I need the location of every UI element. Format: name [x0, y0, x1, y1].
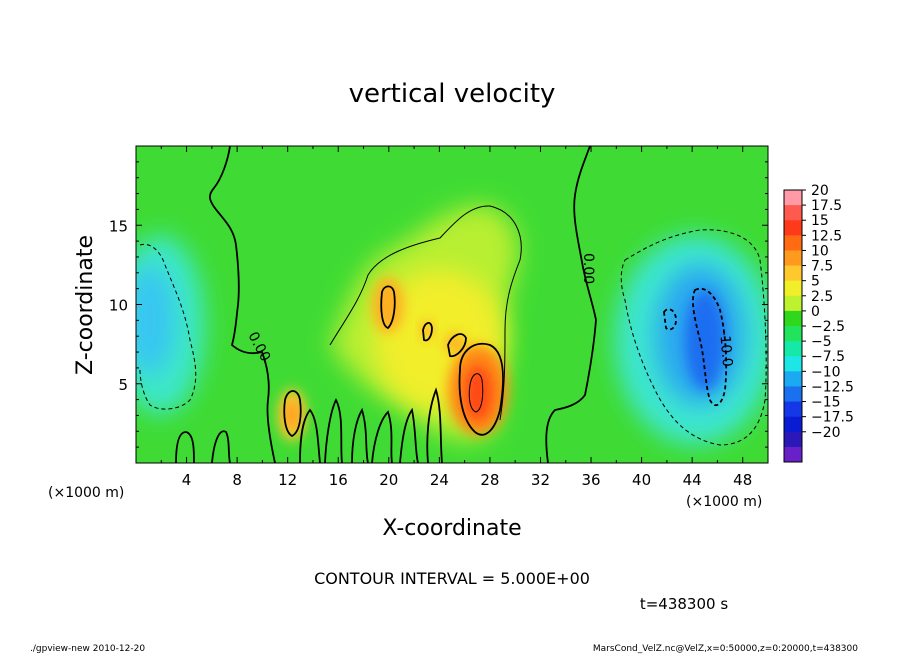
colorbar-label: 10: [811, 243, 829, 259]
colorbar-swatch: [784, 190, 802, 206]
colorbar-label: 20: [811, 183, 829, 199]
colorbar-label: 5: [811, 274, 820, 290]
field-left-blue: [136, 265, 175, 375]
y-axis-label: Z-coordinate: [73, 235, 98, 375]
colorbar-swatch: [784, 265, 802, 282]
contour-10-main: [468, 373, 484, 413]
field-updraft-orange1: [372, 277, 404, 333]
colorbar-swatch: [784, 371, 802, 387]
colorbar-swatch: [784, 235, 802, 251]
contour-5-left: [283, 390, 302, 438]
contour-neg-right: [620, 229, 767, 446]
chart-title: vertical velocity: [349, 79, 556, 109]
x-tick-label: 4: [182, 471, 192, 489]
colorbar-swatch: [784, 250, 802, 267]
colorbar-label: −20: [811, 425, 841, 441]
colorbar-swatch: [784, 446, 802, 463]
x-tick-label: 44: [683, 471, 702, 489]
y-axis: 5 10 15: [109, 161, 768, 448]
colorbar-swatch: [784, 341, 802, 357]
colorbar-label: −5: [811, 334, 832, 350]
y-tick-label: 15: [109, 217, 128, 235]
colorbar: 2017.51512.5107.552.50−2.5−5−7.5−10−12.5…: [783, 183, 854, 463]
colorbar-swatch: [784, 431, 802, 448]
x-tick-label: 48: [733, 471, 752, 489]
y-tick-label: 5: [118, 376, 128, 394]
field-small-yellow2: [445, 333, 465, 353]
contour-neg-left: [139, 243, 197, 410]
x-tick-label: 40: [632, 471, 651, 489]
colorbar-swatch: [784, 326, 802, 342]
x-unit-left: (×1000 m): [48, 485, 124, 501]
colorbar-label: 2.5: [811, 289, 833, 305]
contour-5-upper: [380, 285, 396, 330]
colorbar-swatch: [784, 401, 802, 418]
contour-label-zero-right: 0.00: [580, 253, 596, 284]
plot-area: 0.00 0.00 -10.0: [136, 146, 768, 463]
footer-left: ./gpview-new 2010-12-20: [30, 644, 145, 654]
contour-zero-fingers: [299, 387, 443, 463]
colorbar-label: 15: [811, 213, 829, 229]
colorbar-label: −17.5: [811, 410, 854, 426]
footer-right: MarsCond_VelZ.nc@VelZ,x=0:50000,z=0:2000…: [593, 644, 858, 654]
y-tick-label: 10: [109, 297, 128, 315]
contour-5-small-a: [447, 333, 467, 358]
x-tick-label: 12: [278, 471, 297, 489]
x-tick-label: 28: [480, 471, 499, 489]
x-axis-label: X-coordinate: [382, 516, 521, 541]
colorbar-swatch: [784, 310, 802, 327]
colorbar-label: −15: [811, 395, 841, 411]
contour-zero-bottom: [175, 430, 231, 463]
contour-lines: [139, 146, 767, 463]
x-tick-label: 32: [531, 471, 550, 489]
x-tick-label: 20: [379, 471, 398, 489]
colorbar-swatch: [784, 280, 802, 297]
contour-interval-text: CONTOUR INTERVAL = 5.000E+00: [314, 569, 590, 588]
time-annotation: t=438300 s: [640, 595, 728, 613]
colorbar-label: −10: [811, 364, 841, 380]
colorbar-label: 0: [811, 304, 820, 320]
colorbar-swatch: [784, 356, 802, 372]
colorbar-swatch: [784, 386, 802, 403]
contour-label-neg10: -10.0: [716, 330, 735, 367]
contour-5-small-b: [422, 322, 433, 342]
colorbar-label: −7.5: [811, 349, 845, 365]
colorbar-swatch: [784, 205, 802, 221]
colorbar-swatch: [784, 295, 802, 312]
colorbar-swatch: [784, 220, 802, 236]
contour-zero-updraft-outline: [329, 205, 522, 421]
colorbar-swatch: [784, 416, 802, 433]
x-tick-label: 36: [581, 471, 600, 489]
x-tick-label: 8: [232, 471, 242, 489]
contour-5-main: [458, 342, 504, 436]
contour-zero-right: [545, 146, 597, 463]
field-small-orange: [285, 401, 299, 429]
x-unit-right: (×1000 m): [686, 494, 762, 510]
x-axis: 4 8 12 16 20 24 28 32 36 40 44 48: [160, 146, 752, 489]
field-right-darkblue: [685, 290, 725, 390]
colorbar-label: −12.5: [811, 379, 854, 395]
x-tick-label: 16: [329, 471, 348, 489]
contour-zero-left: [209, 146, 276, 463]
colorbar-label: 12.5: [811, 228, 842, 244]
colorbar-label: 17.5: [811, 198, 842, 214]
x-tick-label: 24: [430, 471, 449, 489]
colorbar-label: 7.5: [811, 259, 833, 275]
colorbar-label: −2.5: [811, 319, 845, 335]
